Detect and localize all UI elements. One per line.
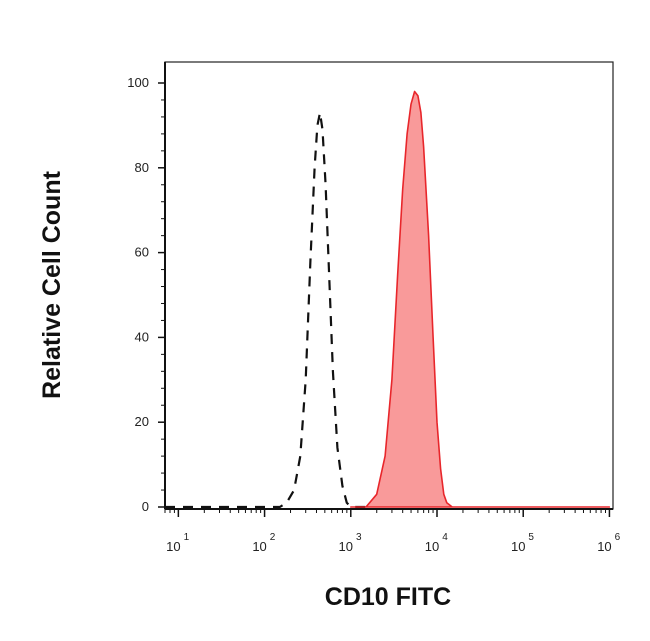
y-tick-label-80: 80 [135, 160, 149, 175]
x-tick-exponent-3: 3 [356, 532, 362, 543]
series-1-filled-histogram [350, 90, 611, 508]
x-tick-label-10e4: 10 [425, 539, 439, 554]
x-tick-label-10e2: 10 [252, 539, 266, 554]
y-axis-title: Relative Cell Count [38, 170, 66, 398]
y-tick-label-20: 20 [135, 414, 149, 429]
x-tick-label-10e3: 10 [339, 539, 353, 554]
x-tick-label-10e6: 10 [597, 539, 611, 554]
x-tick-exponent-5: 5 [528, 532, 534, 543]
y-tick-label-100: 100 [127, 75, 149, 90]
x-tick-exponent-1: 1 [184, 532, 190, 543]
x-tick-exponent-6: 6 [615, 532, 621, 543]
x-tick-exponent-2: 2 [270, 532, 276, 543]
x-tick-label-10e1: 10 [166, 539, 180, 554]
y-tick-label-40: 40 [135, 329, 149, 344]
y-tick-label-60: 60 [135, 245, 149, 260]
x-tick-label-10e5: 10 [511, 539, 525, 554]
plot-area [165, 90, 611, 509]
series-0-dashed-histogram [165, 111, 366, 509]
x-tick-exponent-4: 4 [442, 532, 448, 543]
x-axis-title: CD10 FITC [325, 583, 451, 611]
y-tick-label-0: 0 [142, 499, 149, 514]
